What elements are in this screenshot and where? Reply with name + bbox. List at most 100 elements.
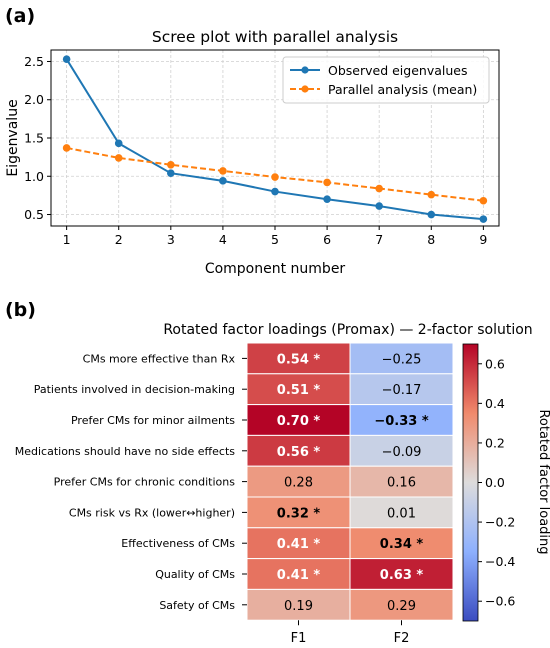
- y-tick-label: 2.5: [24, 54, 44, 69]
- observed-point: [375, 202, 383, 210]
- heatmap-cell: [246, 588, 351, 621]
- heatmap-cell: [349, 527, 454, 560]
- heatmap-column-labels: F1 F2: [291, 620, 410, 646]
- x-tick-label: 7: [375, 232, 383, 247]
- observed-point: [271, 187, 279, 196]
- cell-value-label: −0.09: [382, 445, 422, 460]
- observed-point: [167, 169, 175, 177]
- y-tick-label: 2.0: [24, 92, 44, 107]
- observed-point: [62, 55, 71, 63]
- parallel-point: [167, 160, 175, 169]
- cell-value-label: 0.34 *: [380, 537, 424, 552]
- heatmap-cell: [246, 404, 351, 436]
- row-label: Medications should have no side effects: [15, 445, 236, 458]
- y-tick-label: 1.5: [24, 131, 44, 146]
- heatmap-cell: [246, 342, 351, 375]
- panel-a-legend: Observed eigenvalues Parallel analysis (…: [282, 56, 490, 104]
- x-tick-label: 3: [167, 232, 175, 247]
- cell-value-label: 0.41 *: [277, 537, 321, 552]
- colorbar-tick-label: 0.0: [485, 475, 505, 490]
- x-tick-label: 2: [115, 232, 123, 247]
- cell-value-label: 0.63 *: [380, 568, 424, 583]
- cell-value-label: −0.33 *: [374, 414, 428, 429]
- colorbar-tick-label: −0.6: [485, 594, 515, 609]
- heatmap-cell: [349, 404, 454, 436]
- row-label: Safety of CMs: [159, 599, 235, 612]
- cell-value-label: 0.70 *: [277, 414, 321, 429]
- row-label: CMs more effective than Rx: [83, 352, 236, 365]
- legend-observed-label: Observed eigenvalues: [328, 63, 467, 78]
- parallel-point: [114, 154, 123, 162]
- colorbar-ticks: 0.6 0.4 0.2 0.0 −0.2 −0.4 −0.6: [478, 356, 515, 609]
- cell-value-label: 0.19: [284, 599, 313, 614]
- heatmap-cell: [349, 588, 454, 621]
- legend-parallel-label: Parallel analysis (mean): [328, 82, 477, 97]
- parallel-point: [375, 184, 383, 193]
- panel-b-label: (b): [5, 299, 36, 321]
- x-tick-label: 4: [219, 232, 227, 247]
- column-label: F2: [394, 631, 410, 646]
- panel-a-y-ticks: 0.5 1.0 1.5 2.0 2.5: [24, 54, 51, 222]
- cell-value-label: 0.51 *: [277, 383, 321, 398]
- panel-b-title: Rotated factor loadings (Promax) — 2-fac…: [163, 322, 532, 338]
- cell-value-label: 0.29: [387, 599, 416, 614]
- observed-point: [479, 215, 488, 223]
- x-tick-label: 1: [63, 232, 71, 247]
- heatmap-cell: [246, 558, 351, 590]
- x-tick-label: 8: [427, 232, 435, 247]
- row-label: Quality of CMs: [155, 568, 235, 581]
- heatmap-cell: [349, 496, 454, 529]
- panel-a-label: (a): [5, 5, 35, 27]
- legend-observed-marker: [301, 66, 309, 74]
- panel-a-xlabel: Component number: [205, 261, 346, 277]
- cell-value-label: 0.54 *: [277, 352, 321, 367]
- cell-value-label: 0.16: [387, 476, 416, 491]
- cell-value-label: −0.25: [382, 352, 422, 367]
- heatmap-cell: [246, 496, 351, 529]
- cell-value-label: 0.01: [387, 506, 416, 521]
- x-tick-label: 9: [479, 232, 487, 247]
- panel-a-series: [62, 55, 488, 223]
- panel-a-x-ticks: 1 2 3 4 5 6 7 8 9: [63, 226, 487, 247]
- panel-a-ylabel: Eigenvalue: [5, 99, 21, 176]
- parallel-point: [479, 196, 488, 205]
- colorbar-tick-label: 0.6: [485, 356, 505, 371]
- y-tick-label: 1.0: [24, 169, 44, 184]
- x-tick-label: 5: [271, 232, 279, 247]
- row-label: CMs risk vs Rx (lower↔higher): [69, 506, 235, 519]
- colorbar-tick-label: 0.2: [485, 435, 505, 450]
- colorbar-tick-label: −0.2: [485, 515, 515, 530]
- cell-value-label: −0.17: [382, 383, 422, 398]
- heatmap-row-labels: CMs more effective than Rx Patients invol…: [15, 352, 247, 612]
- x-tick-label: 6: [323, 232, 331, 247]
- row-label: Prefer CMs for minor ailments: [71, 414, 235, 427]
- colorbar-tick-label: 0.4: [485, 396, 505, 411]
- parallel-point: [62, 144, 71, 152]
- observed-point: [219, 177, 227, 185]
- parallel-point: [271, 173, 279, 181]
- heatmap-cells: 0.54 * −0.25 0.51 * −0.17 0.70 * −0.33 * 0.56 …: [246, 342, 454, 621]
- colorbar-label: Rotated factor loading: [536, 409, 550, 554]
- colorbar: [462, 343, 479, 622]
- colorbar-tick-label: −0.4: [485, 554, 515, 569]
- parallel-point: [219, 167, 227, 175]
- heatmap-cell: [349, 558, 454, 590]
- column-label: F1: [291, 631, 307, 646]
- parallel-point: [427, 190, 436, 199]
- row-label: Patients involved in decision-making: [34, 383, 235, 396]
- observed-point: [427, 210, 436, 219]
- parallel-point: [323, 178, 331, 187]
- row-label: Prefer CMs for chronic conditions: [54, 476, 236, 489]
- cell-value-label: 0.32 *: [277, 506, 321, 521]
- cell-value-label: 0.41 *: [277, 568, 321, 583]
- y-tick-label: 0.5: [24, 207, 44, 222]
- heatmap-cell: [349, 342, 454, 375]
- observed-point: [114, 139, 123, 148]
- row-label: Effectiveness of CMs: [121, 537, 235, 550]
- cell-value-label: 0.28: [284, 476, 313, 491]
- panel-a-title: Scree plot with parallel analysis: [152, 28, 398, 46]
- cell-value-label: 0.56 *: [277, 445, 321, 460]
- observed-point: [323, 195, 331, 204]
- legend-parallel-marker: [301, 85, 309, 93]
